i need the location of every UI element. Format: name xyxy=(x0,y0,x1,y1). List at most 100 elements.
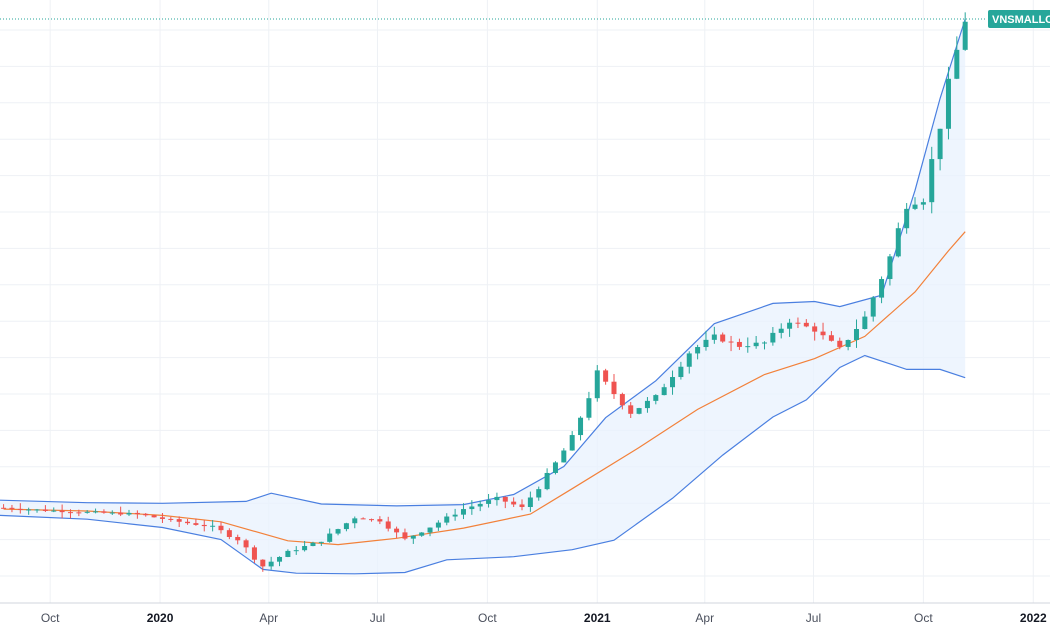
candle-body xyxy=(452,514,458,517)
candle-body xyxy=(84,511,90,513)
candle-body xyxy=(109,512,115,514)
bollinger-basis-line xyxy=(3,231,966,546)
candle-body xyxy=(954,49,960,79)
candle-body xyxy=(460,509,466,515)
candle-body xyxy=(929,159,935,203)
candle-body xyxy=(410,535,416,539)
candle-body xyxy=(803,322,809,327)
candle-body xyxy=(745,346,751,348)
bollinger-bands xyxy=(0,18,966,575)
candle-body xyxy=(686,353,692,367)
candle-body xyxy=(787,322,793,329)
candle-body xyxy=(352,518,358,524)
candle-body xyxy=(636,408,642,414)
symbol-label-background xyxy=(988,10,1050,29)
candle-body xyxy=(661,387,667,396)
candle-body xyxy=(862,316,868,329)
candle-body xyxy=(870,297,876,317)
candle-body xyxy=(795,322,801,324)
candle-body xyxy=(611,381,617,395)
candle-body xyxy=(377,519,383,522)
bollinger-upper-band xyxy=(0,18,966,507)
candle-body xyxy=(653,395,659,401)
candle-body xyxy=(887,256,893,280)
candle-body xyxy=(260,559,266,567)
candle-body xyxy=(42,509,48,511)
candle-body xyxy=(762,342,768,344)
candle-body xyxy=(402,532,408,539)
candle-body xyxy=(34,509,40,511)
candle-body xyxy=(168,518,174,520)
candle-body xyxy=(277,556,283,562)
candle-body xyxy=(51,510,57,512)
candle-body xyxy=(962,21,968,50)
candle-body xyxy=(394,528,400,533)
bollinger-lower-band xyxy=(0,354,966,575)
candle-body xyxy=(912,204,918,209)
candles xyxy=(1,12,968,572)
candle-body xyxy=(945,78,951,129)
x-tick-label: Oct xyxy=(478,611,497,625)
candle-body xyxy=(486,500,492,504)
candle-body xyxy=(101,511,107,513)
symbol-label[interactable]: VNSMALLC xyxy=(988,10,1050,29)
candle-body xyxy=(427,527,433,533)
candle-body xyxy=(820,331,826,336)
candle-body xyxy=(201,524,207,527)
candle-body xyxy=(193,523,199,525)
candle-body xyxy=(369,519,375,521)
candle-body xyxy=(895,228,901,257)
candle-body xyxy=(143,513,149,516)
candle-body xyxy=(536,489,542,498)
candle-body xyxy=(26,509,32,511)
candle-body xyxy=(76,512,82,514)
candle-body xyxy=(17,508,23,510)
candle-body xyxy=(753,342,759,347)
x-tick-label: Jul xyxy=(806,611,821,625)
candle-body xyxy=(736,341,742,347)
x-tick-label: Oct xyxy=(41,611,60,625)
candle-body xyxy=(126,512,132,515)
candle-body xyxy=(920,202,926,205)
candle-body xyxy=(435,522,441,528)
candle-body xyxy=(502,496,508,502)
x-tick-label: Oct xyxy=(914,611,933,625)
candle-body xyxy=(594,370,600,399)
candle-body xyxy=(185,521,191,524)
candle-body xyxy=(210,525,216,527)
candle-body xyxy=(444,516,450,523)
candle-body xyxy=(477,503,483,507)
candle-body xyxy=(385,521,391,529)
candle-body xyxy=(728,341,734,343)
candle-body xyxy=(243,540,249,548)
candle-body xyxy=(310,542,316,547)
candle-body xyxy=(770,332,776,343)
candle-body xyxy=(703,339,709,348)
x-tick-label: 2022 xyxy=(1020,611,1047,625)
candle-body xyxy=(159,517,165,519)
candle-body xyxy=(628,405,634,414)
x-tick-label: Apr xyxy=(259,611,278,625)
candle-body xyxy=(218,525,224,531)
candle-body xyxy=(335,529,341,534)
candle-body xyxy=(720,334,726,342)
x-tick-label: 2021 xyxy=(584,611,611,625)
candle-body xyxy=(118,512,124,515)
candle-body xyxy=(360,518,366,520)
x-axis: Oct 2020 Apr Jul Oct 2021 Apr Jul Oct 2022 xyxy=(41,611,1047,625)
bollinger-band-fill xyxy=(0,19,966,574)
candle-body xyxy=(519,504,525,507)
candle-body xyxy=(552,462,558,473)
candle-body xyxy=(494,496,500,501)
candle-body xyxy=(586,398,592,418)
candle-body xyxy=(151,515,157,518)
x-tick-label: Jul xyxy=(370,611,385,625)
candle-body xyxy=(176,519,182,522)
candle-body xyxy=(251,547,257,560)
candle-body xyxy=(644,400,650,409)
candle-body xyxy=(293,550,299,552)
candle-body xyxy=(937,128,943,160)
candle-body xyxy=(327,533,333,542)
